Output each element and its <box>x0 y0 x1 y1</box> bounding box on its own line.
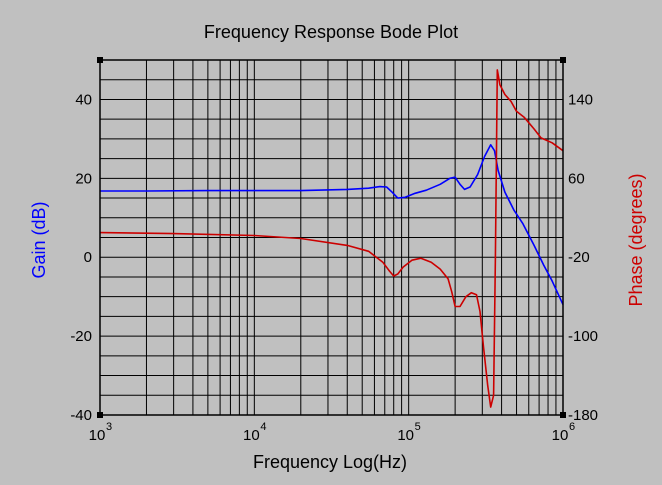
plot-frame <box>99 59 564 416</box>
corner-markers <box>97 57 566 418</box>
x-tick-base: 10 <box>89 427 106 444</box>
x-tick-exponent: 5 <box>415 421 421 433</box>
corner-marker <box>560 412 566 418</box>
x-tick-label: 10 6 <box>552 421 575 444</box>
y-right-tick-labels: 140 60 -20 -100 -180 <box>568 91 598 424</box>
x-tick-base: 10 <box>397 427 414 444</box>
x-tick-base: 10 <box>552 427 569 444</box>
y-right-tick-label: -180 <box>568 407 598 424</box>
x-tick-label: 10 3 <box>89 421 112 444</box>
x-tick-label: 10 5 <box>397 421 420 444</box>
x-tick-label: 10 4 <box>243 421 266 444</box>
corner-marker <box>97 412 103 418</box>
y-left-tick-labels: 40 20 0 -20 -40 <box>70 91 92 424</box>
y-right-tick-label: -100 <box>568 328 598 345</box>
x-tick-exponent: 6 <box>569 421 575 433</box>
y-left-tick-label: 40 <box>75 91 92 108</box>
x-tick-base: 10 <box>243 427 260 444</box>
gain-series-line <box>100 144 564 305</box>
chart-title: Frequency Response Bode Plot <box>204 22 458 42</box>
grid-lines <box>99 59 563 416</box>
corner-marker <box>97 57 103 63</box>
y-right-tick-label: 60 <box>568 170 585 187</box>
y-right-tick-label: -20 <box>568 249 590 266</box>
y-right-axis-label: Phase (degrees) <box>626 173 646 306</box>
phase-series-line <box>99 69 564 408</box>
y-left-tick-label: -40 <box>70 407 92 424</box>
corner-marker <box>560 57 566 63</box>
x-tick-exponent: 4 <box>260 421 266 433</box>
y-left-tick-label: 0 <box>84 249 92 266</box>
x-axis-label: Frequency Log(Hz) <box>253 452 407 472</box>
series-layer <box>99 69 564 408</box>
x-tick-exponent: 3 <box>106 421 112 433</box>
y-right-tick-label: 140 <box>568 91 593 108</box>
y-left-tick-label: -20 <box>70 328 92 345</box>
y-left-axis-label: Gain (dB) <box>29 201 49 278</box>
y-left-tick-label: 20 <box>75 170 92 187</box>
x-tick-labels: 10 3 10 4 10 5 10 6 <box>89 421 575 444</box>
